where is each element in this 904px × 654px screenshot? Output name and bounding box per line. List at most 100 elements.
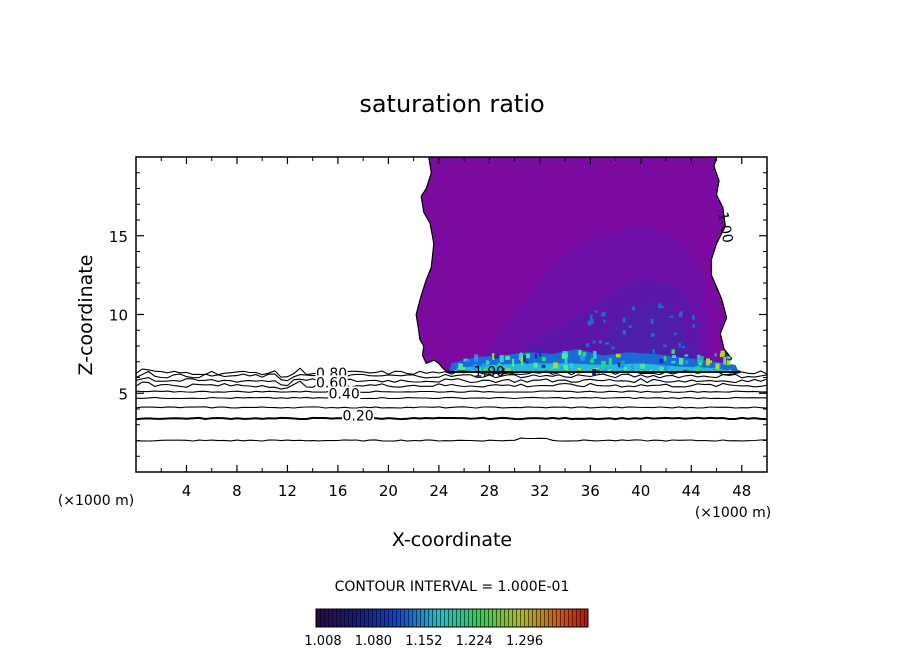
speckle-mark <box>550 367 553 370</box>
speckle-mark <box>620 360 625 369</box>
x-tick-label: 12 <box>278 482 297 500</box>
speckle-mark <box>723 356 727 365</box>
contour-label: 0.40 <box>329 386 360 402</box>
speckle-mark <box>650 318 654 324</box>
speckle-mark <box>681 345 685 349</box>
speckle-mark <box>617 362 621 368</box>
x-tick-label: 4 <box>182 482 192 500</box>
speckle-mark <box>538 350 542 357</box>
speckle-mark <box>598 340 602 344</box>
contour-label-bg <box>328 386 361 400</box>
speckle-mark <box>726 360 731 366</box>
speckle-mark <box>590 314 593 320</box>
speckle-mark <box>695 366 700 375</box>
speckle-mark <box>631 306 636 311</box>
speckle-mark <box>726 356 731 360</box>
filled-contours <box>415 157 741 376</box>
speckle-mark <box>708 360 712 363</box>
speckle-mark <box>595 368 599 373</box>
speckle-mark <box>461 366 466 374</box>
contour-lines <box>136 367 767 442</box>
speckle-mark <box>623 367 628 370</box>
x-tick-label: 48 <box>732 482 751 500</box>
speckle-mark <box>520 358 524 366</box>
speckle-mark <box>699 355 704 361</box>
speckle-mark <box>652 348 655 354</box>
colorbar-frame <box>315 608 589 628</box>
colorbar-tick-label: 1.224 <box>456 634 493 649</box>
speckle-mark <box>541 357 546 362</box>
speckle-mark <box>534 353 538 359</box>
speckle-mark <box>671 360 676 364</box>
speckle-mark <box>663 356 667 361</box>
y-tick-label: 15 <box>109 228 128 246</box>
speckle-mark <box>678 313 683 318</box>
speckle-mark <box>715 363 720 370</box>
contour-label: 1.00 <box>714 211 735 244</box>
speckle-mark <box>684 354 689 357</box>
speckle-mark <box>602 311 606 317</box>
speckle-mark <box>603 319 606 323</box>
speckle-mark <box>663 344 667 348</box>
speckle-mark <box>562 351 568 356</box>
speckle-mark <box>631 364 634 372</box>
speckle-mark <box>518 353 522 361</box>
chart-title: saturation ratio <box>359 90 544 118</box>
x-tick-label: 16 <box>328 482 347 500</box>
speckle-mark <box>512 358 515 367</box>
speckle-mark <box>719 353 723 358</box>
speckle-mark <box>589 360 594 363</box>
contour-line <box>136 377 767 387</box>
contour-label-bg <box>342 408 375 422</box>
y-axis-label: Z-coordinate <box>75 255 97 376</box>
x-tick-label: 24 <box>429 482 448 500</box>
speckle-mark <box>593 351 597 359</box>
speckle-mark <box>605 342 609 345</box>
speckle-mark <box>592 340 596 344</box>
speckle-mark <box>587 320 592 326</box>
speckle-mark <box>589 319 594 325</box>
speckle-mark <box>499 355 504 363</box>
speckle-mark <box>685 360 689 364</box>
x-axis-label: X-coordinate <box>392 529 512 551</box>
x-tick-label: 36 <box>581 482 600 500</box>
colorbar-stripes <box>316 609 588 627</box>
speckle-mark <box>678 358 684 365</box>
speckle-mark <box>526 353 530 359</box>
speckle-mark <box>608 358 612 365</box>
speckle-mark <box>640 363 646 369</box>
x-unit-label-right: (×1000 m) <box>695 505 771 521</box>
colorbar-tick-label: 1.008 <box>304 634 341 649</box>
speckle-mark <box>525 361 529 364</box>
speckle-mark <box>601 313 604 317</box>
speckle-mark <box>659 358 664 364</box>
speckle-mark <box>678 342 681 348</box>
speckle-mark <box>650 349 654 354</box>
contour-labels: 0.800.600.400.201.001.00 <box>315 211 735 424</box>
speckle-mark <box>622 318 626 323</box>
speckle-mark <box>541 364 546 368</box>
contour-label: 0.20 <box>343 408 374 424</box>
x-tick-label: 32 <box>530 482 549 500</box>
speckle-mark <box>687 354 693 357</box>
speckle-mark <box>505 355 510 360</box>
speckle-mark <box>679 311 683 315</box>
speckle-mark <box>671 349 675 354</box>
speckle-mark <box>580 354 586 361</box>
contour-line <box>136 380 767 390</box>
contour-line <box>136 370 767 382</box>
speckle-mark <box>533 362 538 368</box>
speckle-mark <box>458 363 463 372</box>
speckle-mark <box>483 366 488 375</box>
speckle-mark <box>578 350 582 356</box>
speckle-mark <box>692 315 695 320</box>
contour-line <box>136 437 767 442</box>
speckle-mark <box>497 362 501 366</box>
speckle-mark <box>494 354 500 359</box>
colorbar-ticks: 1.008 1.080 1.152 1.224 1.296 <box>304 634 543 649</box>
contour-label-bg <box>315 375 348 389</box>
speckle-mark <box>582 351 587 357</box>
colorbar-tick-label: 1.296 <box>506 634 543 649</box>
speckle-mark <box>674 332 677 335</box>
